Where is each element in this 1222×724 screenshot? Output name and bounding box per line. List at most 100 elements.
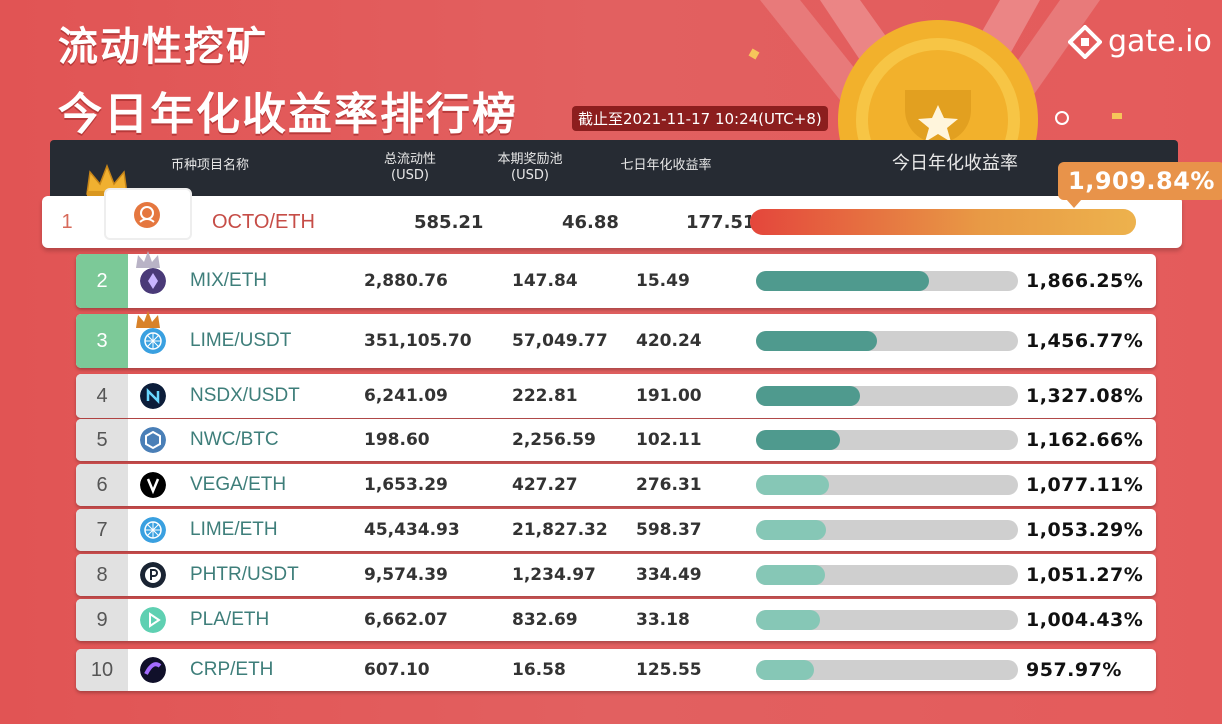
today-rate: 1,077.11%: [1026, 474, 1144, 496]
today-rate: 1,051.27%: [1026, 564, 1144, 586]
nsdx-icon: [140, 383, 166, 409]
table-row-3: 3 LIME/USDT 351,105.70 57,049.77 420.24 1,456…: [76, 311, 1156, 368]
today-bar-fill: [756, 660, 814, 680]
today-bar-fill: [756, 271, 929, 291]
today-rate: 957.97%: [1026, 659, 1122, 681]
liquidity-value: 9,574.39: [364, 565, 448, 585]
rank-label: 6: [76, 464, 128, 506]
header-today: 今日年化收益率: [892, 153, 1018, 174]
pair-name: NSDX/USDT: [190, 385, 300, 406]
rank-label: 5: [76, 419, 128, 461]
as-of-timestamp: 截止至2021-11-17 10:24(UTC+8): [572, 106, 828, 131]
pair-name: NWC/BTC: [190, 429, 279, 450]
pair-name: MIX/ETH: [190, 270, 268, 291]
pair-name: PLA/ETH: [190, 609, 270, 630]
rank-label: 10: [76, 649, 128, 691]
rank-label: 4: [76, 374, 128, 418]
rank-label: 2: [76, 254, 128, 308]
gateio-logo: gate.io: [1068, 24, 1212, 59]
pair-name: OCTO/ETH: [212, 210, 315, 233]
header-pool-unit: (USD): [511, 168, 549, 183]
today-rate: 1,053.29%: [1026, 519, 1144, 541]
page-title-line1: 流动性挖矿: [58, 24, 268, 70]
lime-icon: [140, 517, 166, 543]
pair-name: PHTR/USDT: [190, 564, 299, 585]
seven-day-value: 102.11: [636, 430, 702, 450]
today-bar-fill: [756, 430, 840, 450]
table-row-8: 8 PHTR/USDT 9,574.39 1,234.97 334.49 1,051.27…: [76, 554, 1156, 596]
today-bar-fill: [756, 565, 826, 585]
seven-day-value: 33.18: [636, 610, 690, 630]
header-liquidity: 总流动性 (USD): [370, 152, 450, 184]
table-row-7: 7 LIME/ETH 45,434.93 21,827.32 598.37 1,053.2…: [76, 509, 1156, 551]
liquidity-value: 585.21: [414, 211, 484, 233]
pool-value: 832.69: [512, 610, 578, 630]
nwc-icon: [140, 427, 166, 453]
today-bar-track: [756, 386, 1018, 406]
silver-crown-icon: [136, 251, 160, 268]
liquidity-value: 2,880.76: [364, 271, 448, 291]
today-rate: 1,866.25%: [1026, 270, 1144, 292]
table-row-4: 4 NSDX/USDT 6,241.09 222.81 191.00 1,327.08%: [76, 374, 1156, 418]
table-row-5: 5 NWC/BTC 198.60 2,256.59 102.11 1,162.66%: [76, 419, 1156, 461]
today-bar-fill: [756, 475, 829, 495]
today-rate: 1,456.77%: [1026, 330, 1144, 352]
today-bar-track: [756, 475, 1018, 495]
header-liquidity-unit: (USD): [391, 168, 429, 183]
liquidity-value: 45,434.93: [364, 520, 460, 540]
pla-icon: [140, 607, 166, 633]
liquidity-value: 6,241.09: [364, 386, 448, 406]
rank-label: 7: [76, 509, 128, 551]
today-bar-track: [756, 660, 1018, 680]
liquidity-value: 351,105.70: [364, 331, 472, 351]
bronze-crown-icon: [136, 311, 160, 328]
today-bar-track: [756, 430, 1018, 450]
pair-name: VEGA/ETH: [190, 474, 287, 495]
crp-icon: [140, 657, 166, 683]
table-header: 币种项目名称 总流动性 (USD) 本期奖励池 (USD) 七日年化收益率 今日…: [50, 140, 1178, 198]
today-bar-track: [756, 271, 1018, 291]
header-name: 币种项目名称: [170, 158, 249, 173]
table-row-10: 10 CRP/ETH 607.10 16.58 125.55 957.97%: [76, 649, 1156, 691]
liquidity-value: 607.10: [364, 660, 430, 680]
octo-icon: [134, 202, 160, 228]
seven-day-value: 15.49: [636, 271, 690, 291]
pool-value: 46.88: [562, 211, 619, 233]
today-bar-fill: [756, 610, 820, 630]
pool-value: 2,256.59: [512, 430, 596, 450]
lime-icon: [140, 328, 166, 354]
today-bar-track: [756, 520, 1018, 540]
today-bar-fill: [756, 386, 861, 406]
rank-label: 8: [76, 554, 128, 596]
rank-label: 3: [76, 314, 128, 368]
table-row-6: 6 VEGA/ETH 1,653.29 427.27 276.31 1,077.11%: [76, 464, 1156, 506]
header-seven-day: 七日年化收益率: [620, 158, 712, 173]
pool-value: 427.27: [512, 475, 578, 495]
vega-icon: [140, 472, 166, 498]
today-bar-fill: [750, 209, 1136, 235]
pair-name: CRP/ETH: [190, 659, 274, 680]
pool-value: 57,049.77: [512, 331, 608, 351]
header-pool-label: 本期奖励池: [497, 152, 563, 167]
page-title-line2: 今日年化收益率排行榜: [58, 89, 518, 140]
header-pool: 本期奖励池 (USD): [490, 152, 570, 184]
seven-day-value: 125.55: [636, 660, 702, 680]
liquidity-value: 1,653.29: [364, 475, 448, 495]
pool-value: 16.58: [512, 660, 566, 680]
table-row-9: 9 PLA/ETH 6,662.07 832.69 33.18 1,004.43%: [76, 599, 1156, 641]
header-liquidity-label: 总流动性: [383, 152, 436, 167]
gateio-logo-text: gate.io: [1108, 24, 1212, 59]
pair-name: LIME/USDT: [190, 330, 292, 351]
phtr-icon: [140, 562, 166, 588]
seven-day-value: 276.31: [636, 475, 702, 495]
seven-day-value: 191.00: [636, 386, 702, 406]
pool-value: 1,234.97: [512, 565, 596, 585]
today-rate: 1,162.66%: [1026, 429, 1144, 451]
today-bar-fill: [756, 520, 826, 540]
rank-label: 9: [76, 599, 128, 641]
today-bar-track: [750, 209, 1136, 235]
seven-day-value: 177.51: [686, 211, 756, 233]
seven-day-value: 420.24: [636, 331, 702, 351]
gateio-logo-icon: [1068, 24, 1102, 59]
top-rate-callout: 1,909.84%: [1058, 162, 1222, 208]
